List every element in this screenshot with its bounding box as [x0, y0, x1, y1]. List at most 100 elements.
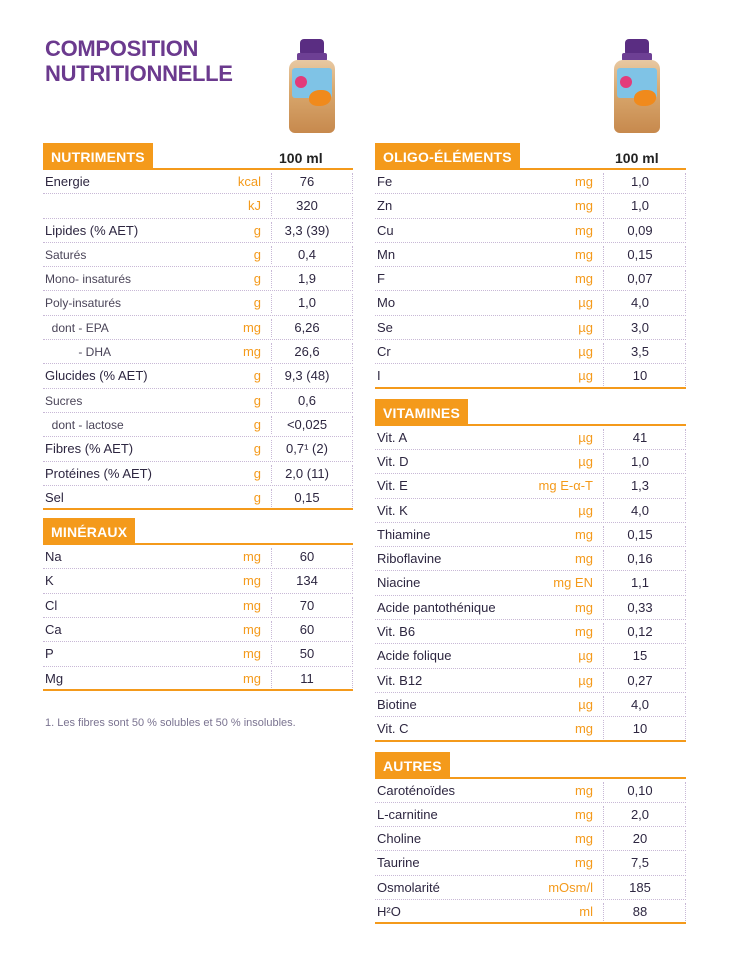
row-name: Mn: [377, 246, 396, 262]
table-row: Taurine mg 7,5: [375, 851, 686, 876]
row-unit: g: [253, 465, 261, 481]
row-value: 4,0: [630, 502, 650, 518]
row-value: 320: [296, 198, 318, 214]
row-unit: mOsm/l: [548, 879, 593, 895]
row-name: Poly-insaturés: [45, 296, 122, 311]
row-unit: mg: [242, 646, 261, 662]
row-unit: mg: [242, 573, 261, 589]
row-unit: mg EN: [553, 575, 593, 591]
row-name: Zn: [377, 198, 393, 214]
table-row: Lipides (% AET) g 3,3 (39): [43, 219, 353, 243]
row-value: 3,3 (39): [284, 222, 330, 238]
row-unit: mg: [242, 319, 261, 335]
footnote: 1. Les fibres sont 50 % solubles et 50 %…: [45, 717, 296, 729]
row-value: 60: [299, 622, 315, 638]
row-name: Niacine: [377, 575, 421, 591]
row-unit: mg: [574, 721, 593, 737]
row-value: 1,0: [630, 453, 650, 469]
row-value: 10: [632, 721, 648, 737]
row-name: Mono- insaturés: [45, 272, 132, 287]
row-name: I: [377, 368, 381, 384]
row-name: Sucres: [45, 393, 83, 408]
table-row: Cl mg 70: [43, 594, 353, 619]
row-unit: mg: [574, 222, 593, 238]
row-unit: kJ: [248, 198, 261, 214]
table-row: Glucides (% AET) g 9,3 (48): [43, 364, 353, 389]
table-row: Vit. B6 mg 0,12: [375, 620, 686, 645]
row-unit: mg: [574, 198, 593, 214]
row-name: Thiamine: [377, 526, 431, 542]
row-unit: µg: [578, 696, 593, 712]
row-value: 7,5: [630, 855, 650, 871]
row-value: 11: [300, 670, 314, 686]
row-unit: mg: [574, 271, 593, 287]
row-value: 10: [632, 368, 648, 384]
product-bottle-image-left: [289, 39, 335, 133]
table-row: H²O ml 88: [375, 900, 686, 925]
section-label: NUTRIMENTS: [43, 143, 153, 170]
row-value: 20: [632, 831, 648, 847]
row-name: Biotine: [377, 696, 417, 712]
product-bottle-image-right: [614, 39, 660, 133]
row-name: Vit. B6: [377, 624, 416, 640]
row-name: Choline: [377, 831, 422, 847]
row-unit: mg E-α-T: [538, 478, 593, 494]
row-value: 26,6: [294, 344, 320, 360]
table-row: Thiamine mg 0,15: [375, 523, 686, 548]
row-unit: g: [253, 271, 261, 287]
row-value: 3,0: [630, 319, 650, 335]
table-row: dont - EPA mg 6,26: [43, 316, 353, 341]
section-label: MINÉRAUX: [43, 518, 136, 546]
row-unit: mg: [574, 526, 593, 542]
row-unit: µg: [578, 295, 593, 311]
row-name: Mo: [377, 295, 396, 311]
row-unit: µg: [578, 648, 593, 664]
table-row: Vit. K µg 4,0: [375, 499, 686, 523]
table-row: Mg mg 11: [43, 667, 353, 691]
table-row: Fibres (% AET) g 0,7¹ (2): [43, 437, 353, 462]
row-name: Vit. C: [377, 721, 409, 737]
row-name: Fibres (% AET): [45, 441, 134, 457]
row-name: Caroténoïdes: [377, 782, 456, 798]
section-header: AUTRES: [375, 751, 686, 779]
row-unit: µg: [578, 429, 593, 445]
row-unit: mg: [242, 597, 261, 613]
table-row: Acide folique µg 15: [375, 644, 686, 669]
row-name: Mg: [45, 670, 64, 686]
row-unit: g: [253, 392, 261, 408]
table-row: Zn mg 1,0: [375, 194, 686, 219]
row-unit: mg: [574, 246, 593, 262]
row-unit: mg: [574, 831, 593, 847]
row-name: Protéines (% AET): [45, 465, 152, 481]
row-name: Se: [377, 319, 393, 335]
section-header: VITAMINES: [375, 398, 686, 426]
row-value: 4,0: [630, 696, 650, 712]
table-row: Ca mg 60: [43, 618, 353, 643]
row-unit: mg: [242, 622, 261, 638]
row-unit: ml: [579, 904, 593, 920]
table-row: dont - lactose g <0,025: [43, 413, 353, 438]
table-row: Osmolarité mOsm/l 185: [375, 876, 686, 901]
row-value: 134: [296, 573, 318, 589]
row-value: 70: [299, 597, 315, 613]
table-row: Cu mg 0,09: [375, 219, 686, 243]
row-name: Glucides (% AET): [45, 368, 148, 384]
table-row: Cr µg 3,5: [375, 340, 686, 365]
row-value: 60: [299, 549, 315, 565]
row-value: 88: [632, 904, 648, 920]
row-unit: g: [253, 295, 261, 311]
row-value: 0,27: [627, 672, 653, 688]
row-name: dont - lactose: [45, 417, 124, 432]
row-unit: mg: [574, 806, 593, 822]
row-value: 3,5: [630, 344, 650, 360]
row-value: 1,0: [297, 295, 317, 311]
row-unit: µg: [578, 344, 593, 360]
table-row: Biotine µg 4,0: [375, 693, 686, 718]
row-value: 0,09: [627, 222, 653, 238]
table-row: Mo µg 4,0: [375, 291, 686, 316]
row-name: Acide pantothénique: [377, 599, 496, 615]
row-unit: mg: [242, 549, 261, 565]
row-name: Vit. B12: [377, 672, 423, 688]
row-value: 0,7¹ (2): [286, 441, 328, 457]
